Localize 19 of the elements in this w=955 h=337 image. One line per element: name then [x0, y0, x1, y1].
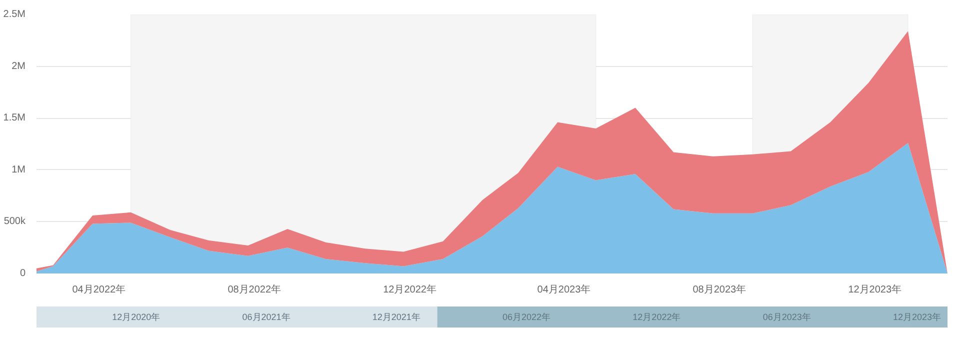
- x-tick-label: 08月2022年: [228, 284, 282, 296]
- x-tick-label: 04月2023年: [537, 284, 591, 296]
- text: 06月2022年: [502, 312, 551, 322]
- text: 12月2021年: [372, 312, 420, 322]
- y-tick-label: 1.5M: [3, 112, 26, 124]
- y-tick-label: 0: [20, 268, 26, 279]
- x-tick-label: 12月2022年: [383, 284, 437, 296]
- y-tick-label: 1M: [12, 164, 26, 176]
- text: 12月2023年: [892, 312, 942, 322]
- text: 06月2023年: [762, 312, 811, 322]
- y-tick-label: 500k: [4, 216, 26, 228]
- x-tick-label: 08月2023年: [692, 284, 746, 296]
- text: 12月2022年: [632, 312, 681, 322]
- x-tick-label: 12月2023年: [848, 284, 902, 296]
- text: 12月2020年: [112, 312, 160, 322]
- y-tick-label: 2.5M: [3, 9, 26, 20]
- y-tick-label: 2M: [12, 60, 26, 72]
- text: 06月2021年: [242, 312, 290, 322]
- x-tick-label: 04月2022年: [72, 284, 126, 296]
